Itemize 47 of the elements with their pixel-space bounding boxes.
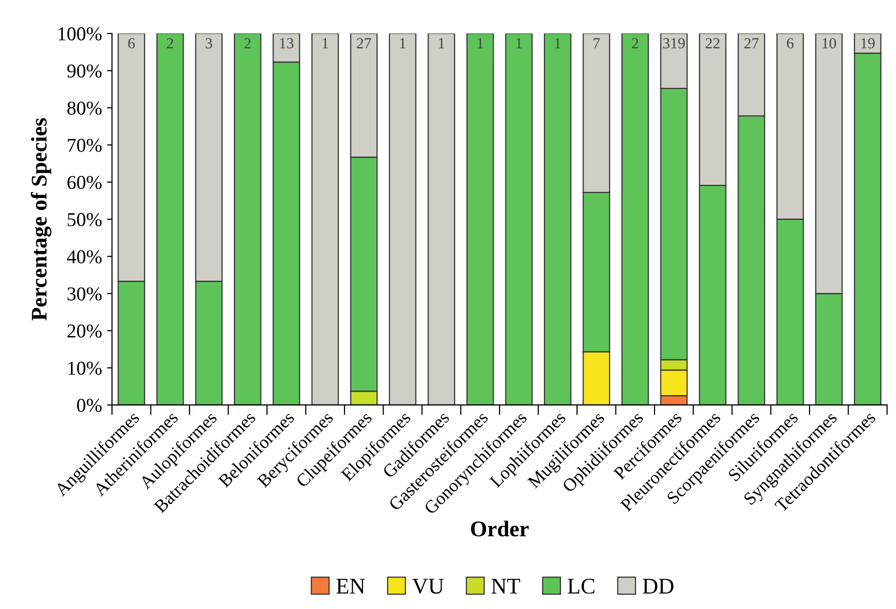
bar [621,33,649,405]
x-axis-title: Order [470,520,529,536]
y-tick-label: 30% [68,287,102,301]
annotation: 2 [166,38,174,48]
annotation: 1 [516,38,522,48]
bar [505,33,533,405]
annotation: 6 [786,38,794,48]
bar [388,33,416,405]
y-tick-label: 100% [58,27,102,40]
y-tick-label: 10% [68,362,102,375]
legend-label: VU [412,578,444,594]
y-tick-label: 50% [68,213,102,226]
annotation: 1 [555,38,561,48]
annotation: 1 [400,38,406,48]
annotation: 1 [322,38,328,48]
annotation: 27 [356,38,372,48]
annotation: 13 [280,38,294,48]
bar [428,33,456,405]
annotation: 22 [706,38,720,48]
annotation: 319 [663,38,685,48]
legend-label: DD [642,578,674,594]
bar [466,33,494,405]
y-tick-label: 20% [67,324,102,338]
annotation: 1 [478,38,484,48]
y-tick-label: 70% [68,138,102,152]
legend-label: EN [336,578,365,594]
legend-label: NT [491,578,520,594]
annotation: 3 [206,38,212,48]
annotation: 27 [744,38,759,48]
y-tick-label: 60% [67,176,102,190]
bar [156,33,184,405]
y-axis-title: Percentage of Species [30,118,52,320]
y-tick-label: 90% [67,64,102,78]
annotation: 10 [822,38,836,48]
y-tick-label: 80% [67,102,102,115]
annotation: 6 [128,38,135,48]
y-tick-label: 0% [77,398,102,412]
annotation: 19 [861,38,875,48]
annotation: 7 [594,38,600,48]
y-tick-label: 40% [67,250,102,264]
annotation: 1 [438,38,444,48]
bar [234,33,262,405]
annotation: 2 [632,38,638,48]
annotation: 2 [244,38,251,48]
legend-label: LC [568,578,594,594]
bar [544,33,572,405]
bar [311,33,339,405]
